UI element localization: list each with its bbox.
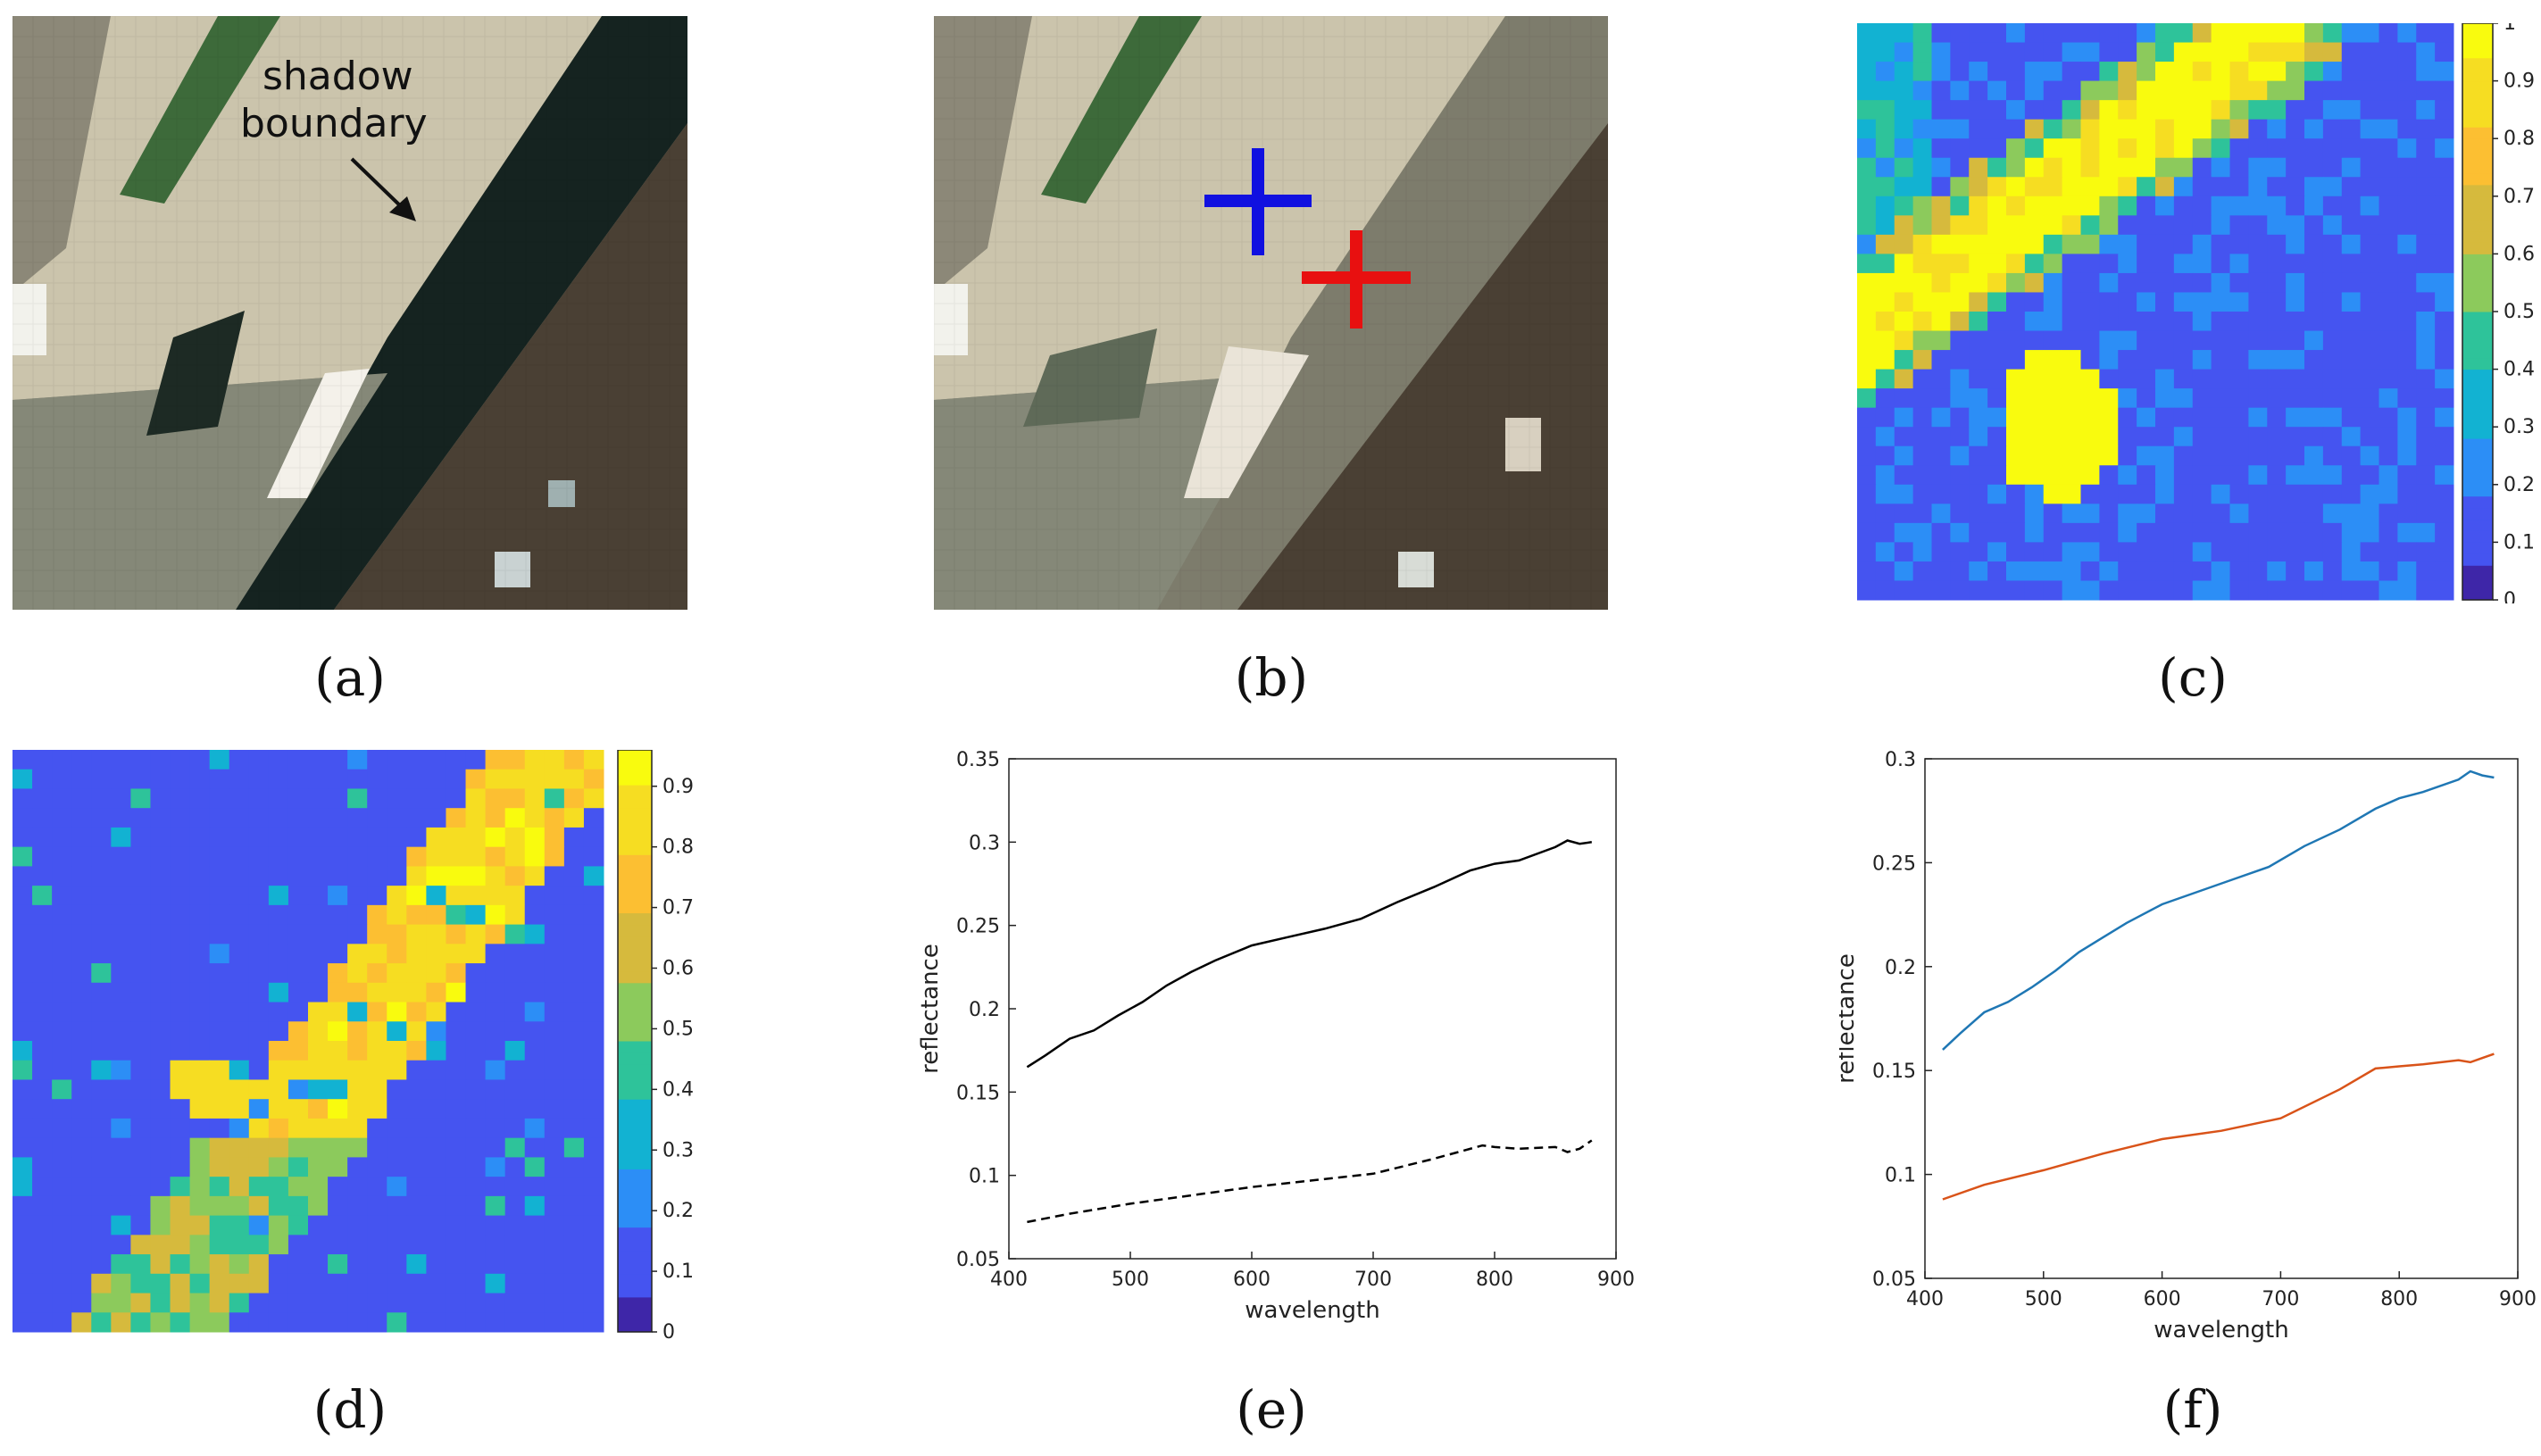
x-axis-label: wavelength xyxy=(2154,1317,2288,1344)
colorbar-tick-label: 0.2 xyxy=(662,1200,694,1222)
x-tick-label: 600 xyxy=(1233,1269,1270,1291)
colorbar-tick-label: 0.3 xyxy=(2504,416,2535,438)
colorbar-tick-label: 0.6 xyxy=(662,958,694,980)
y-tick-label: 0.15 xyxy=(956,1082,1000,1104)
x-axis-label: wavelength xyxy=(1245,1297,1379,1324)
y-tick-label: 0.1 xyxy=(969,1166,1000,1188)
caption-b: (b) xyxy=(1234,647,1309,708)
annotation-shadow: shadow xyxy=(262,54,413,99)
annotation-boundary: boundary xyxy=(240,101,428,146)
colorbar-tick-label: 0.4 xyxy=(662,1078,694,1101)
heatmap-d xyxy=(12,750,604,1333)
y-tick-label: 0.2 xyxy=(1885,957,1916,979)
y-tick-label: 0.25 xyxy=(1872,853,1916,875)
y-tick-label: 0.05 xyxy=(956,1249,1000,1271)
x-tick-label: 700 xyxy=(1354,1269,1392,1291)
caption-a: (a) xyxy=(314,647,386,708)
plot-frame xyxy=(1008,758,1617,1260)
colorbar-tick-label: 0.1 xyxy=(2504,531,2535,553)
rgb-image-a: shadow boundary xyxy=(12,16,687,610)
colorbar-tick-label: 1 xyxy=(2504,23,2516,35)
y-tick-label: 0.2 xyxy=(969,999,1000,1021)
colorbar-tick-label: 0.5 xyxy=(2504,301,2535,323)
colorbar-tick-label: 0 xyxy=(662,1321,675,1339)
panel-f: 400 500 600 700 800 900 0.05 0.1 0.15 0.2 0.25 0.3 w… xyxy=(1833,745,2541,1352)
x-tick-label: 600 xyxy=(2144,1288,2181,1310)
colorbar-tick-label: 0.5 xyxy=(662,1018,694,1040)
colorbar-c: 0 0.1 0.2 0.3 0.4 0.5 0.6 0.7 0.8 0.9 1 xyxy=(2462,12,2535,612)
colorbar-tick-label: 0.4 xyxy=(2504,359,2535,381)
series-line-2 xyxy=(1027,1139,1593,1224)
x-tick-label: 400 xyxy=(990,1269,1028,1291)
sunlit-pixel-marker xyxy=(1204,148,1312,255)
panel-c: 0 0.1 0.2 0.3 0.4 0.5 0.6 0.7 0.8 0.9 1 xyxy=(1857,12,2541,612)
series-line-2 xyxy=(1942,1052,2495,1201)
x-tick-label: 500 xyxy=(2025,1288,2062,1310)
shadow-pixel-marker xyxy=(1302,230,1411,329)
colorbar-tick-label: 0.6 xyxy=(2504,243,2535,265)
chart-f: 400 500 600 700 800 900 0.05 0.1 0.15 0.2 0.25 0.3 w… xyxy=(1833,749,2537,1344)
x-tick-label: 500 xyxy=(1112,1269,1149,1291)
panel-a: shadow boundary xyxy=(12,16,687,610)
colorbar-d: 0 0.1 0.2 0.3 0.4 0.5 0.6 0.7 0.8 0.9 xyxy=(617,749,694,1344)
colorbar-tick-label: 0.3 xyxy=(662,1139,694,1161)
colorbar-tick-label: 0.1 xyxy=(662,1260,694,1283)
colorbar-tick-label: 0.9 xyxy=(2504,71,2535,93)
colorbar-tick-label: 0.9 xyxy=(662,776,694,798)
x-tick-label: 900 xyxy=(2499,1288,2537,1310)
caption-e: (e) xyxy=(1236,1379,1307,1440)
plot-frame xyxy=(1924,758,2519,1279)
colorbar-tick-label: 0 xyxy=(2504,589,2516,603)
y-tick-label: 0.1 xyxy=(1885,1165,1916,1187)
x-tick-label: 900 xyxy=(1597,1269,1634,1291)
caption-c: (c) xyxy=(2158,647,2228,708)
x-tick-label: 800 xyxy=(2380,1288,2418,1310)
chart-e: 400 500 600 700 800 900 0.05 0.1 0.15 0.2 0.25 0.3 0… xyxy=(917,749,1635,1324)
y-tick-label: 0.05 xyxy=(1872,1269,1916,1291)
x-tick-label: 700 xyxy=(2262,1288,2299,1310)
caption-f: (f) xyxy=(2162,1379,2223,1440)
colorbar-tick-label: 0.7 xyxy=(662,897,694,919)
y-axis-label: reflectance xyxy=(1839,953,1860,1084)
panel-e: 400 500 600 700 800 900 0.05 0.1 0.15 0.2 0.25 0.3 0… xyxy=(917,745,1635,1352)
y-tick-label: 0.15 xyxy=(1872,1061,1916,1083)
colorbar-tick-label: 0.8 xyxy=(662,836,694,859)
panel-d: 0 0.1 0.2 0.3 0.4 0.5 0.6 0.7 0.8 0.9 xyxy=(12,749,727,1344)
colorbar-tick-label: 0.8 xyxy=(2504,128,2535,150)
x-tick-label: 400 xyxy=(1906,1288,1944,1310)
x-tick-label: 800 xyxy=(1476,1269,1513,1291)
caption-d: (d) xyxy=(312,1379,387,1440)
series-line-1 xyxy=(1942,770,2495,1051)
heatmap-c xyxy=(1857,23,2454,601)
y-tick-label: 0.3 xyxy=(1885,749,1916,771)
series-line-1 xyxy=(1026,839,1592,1069)
y-axis-label: reflectance xyxy=(920,944,944,1074)
y-tick-label: 0.25 xyxy=(956,916,1000,938)
panel-b xyxy=(934,16,1608,610)
annotation-arrowhead xyxy=(389,196,416,221)
y-tick-label: 0.35 xyxy=(956,749,1000,771)
rgb-image-b xyxy=(934,16,1608,610)
y-tick-label: 0.3 xyxy=(969,832,1000,854)
colorbar-tick-label: 0.7 xyxy=(2504,186,2535,208)
annotation-arrow xyxy=(350,157,407,212)
colorbar-tick-label: 0.2 xyxy=(2504,474,2535,496)
